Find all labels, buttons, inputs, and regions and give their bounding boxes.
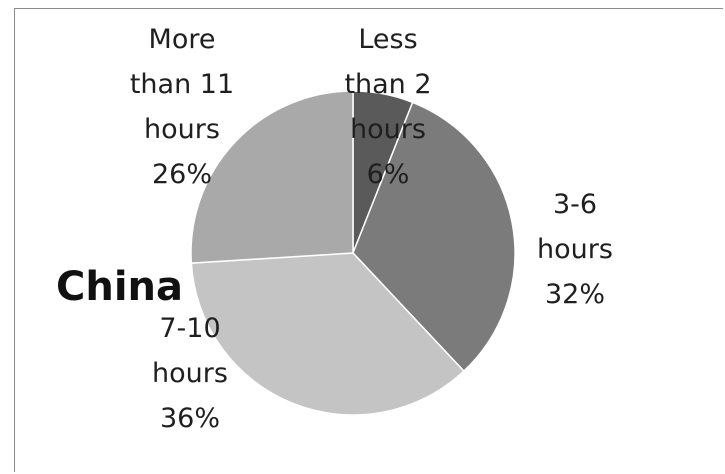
slice-category-label-3: than 11 (130, 69, 234, 100)
pie-slice-3 (190, 90, 354, 264)
slice-category-label-1: hours (537, 234, 613, 265)
slice-percent-label-1: 32% (545, 279, 605, 310)
slice-category-label-0: Less (358, 24, 417, 55)
slice-category-label-3: hours (144, 114, 220, 145)
chart-frame (14, 8, 723, 472)
slice-category-label-0: than 2 (344, 69, 431, 100)
slice-percent-label-0: 6% (367, 159, 410, 190)
slice-category-label-2: 7-10 (159, 313, 220, 344)
pie-slices (190, 90, 516, 416)
slice-category-label-0: hours (350, 114, 426, 145)
chart-title: China (56, 264, 183, 310)
slice-percent-label-2: 36% (160, 403, 220, 434)
slice-category-label-1: 3-6 (553, 189, 597, 220)
slice-category-label-2: hours (152, 358, 228, 389)
slice-category-label-3: More (149, 24, 216, 55)
pie-slice-1 (352, 101, 516, 373)
slice-labels: Less than 2 hours 6% 3-6 hours 32% 7-10 hours 36%… (130, 24, 613, 434)
slice-percent-label-3: 26% (152, 159, 212, 190)
pie-slice-2 (190, 252, 465, 416)
